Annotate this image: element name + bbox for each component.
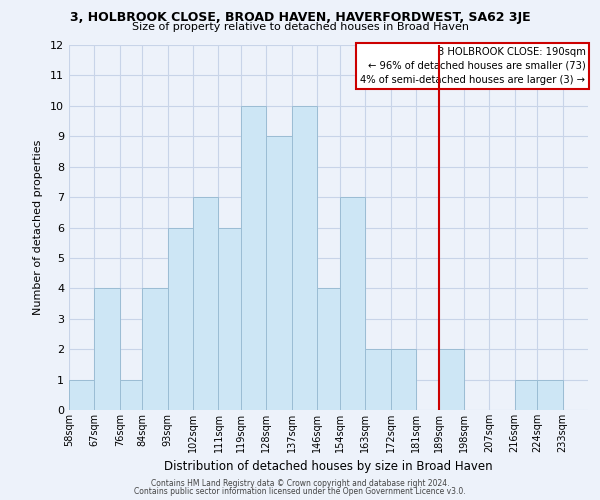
Bar bbox=[365, 349, 391, 410]
Text: Contains HM Land Registry data © Crown copyright and database right 2024.: Contains HM Land Registry data © Crown c… bbox=[151, 478, 449, 488]
Bar bbox=[193, 197, 218, 410]
Bar bbox=[537, 380, 563, 410]
Bar bbox=[439, 349, 464, 410]
Bar bbox=[292, 106, 317, 410]
Bar bbox=[120, 380, 142, 410]
Bar bbox=[218, 228, 241, 410]
Bar bbox=[391, 349, 416, 410]
Text: Size of property relative to detached houses in Broad Haven: Size of property relative to detached ho… bbox=[131, 22, 469, 32]
X-axis label: Distribution of detached houses by size in Broad Haven: Distribution of detached houses by size … bbox=[164, 460, 493, 473]
Bar bbox=[69, 380, 94, 410]
Bar bbox=[266, 136, 292, 410]
Text: Contains public sector information licensed under the Open Government Licence v3: Contains public sector information licen… bbox=[134, 487, 466, 496]
Text: 3, HOLBROOK CLOSE, BROAD HAVEN, HAVERFORDWEST, SA62 3JE: 3, HOLBROOK CLOSE, BROAD HAVEN, HAVERFOR… bbox=[70, 11, 530, 24]
Text: 3 HOLBROOK CLOSE: 190sqm
← 96% of detached houses are smaller (73)
4% of semi-de: 3 HOLBROOK CLOSE: 190sqm ← 96% of detach… bbox=[361, 47, 586, 85]
Bar bbox=[241, 106, 266, 410]
Bar bbox=[515, 380, 537, 410]
Bar bbox=[168, 228, 193, 410]
Bar bbox=[94, 288, 120, 410]
Bar bbox=[340, 197, 365, 410]
Bar bbox=[317, 288, 340, 410]
Y-axis label: Number of detached properties: Number of detached properties bbox=[33, 140, 43, 315]
Bar bbox=[142, 288, 168, 410]
